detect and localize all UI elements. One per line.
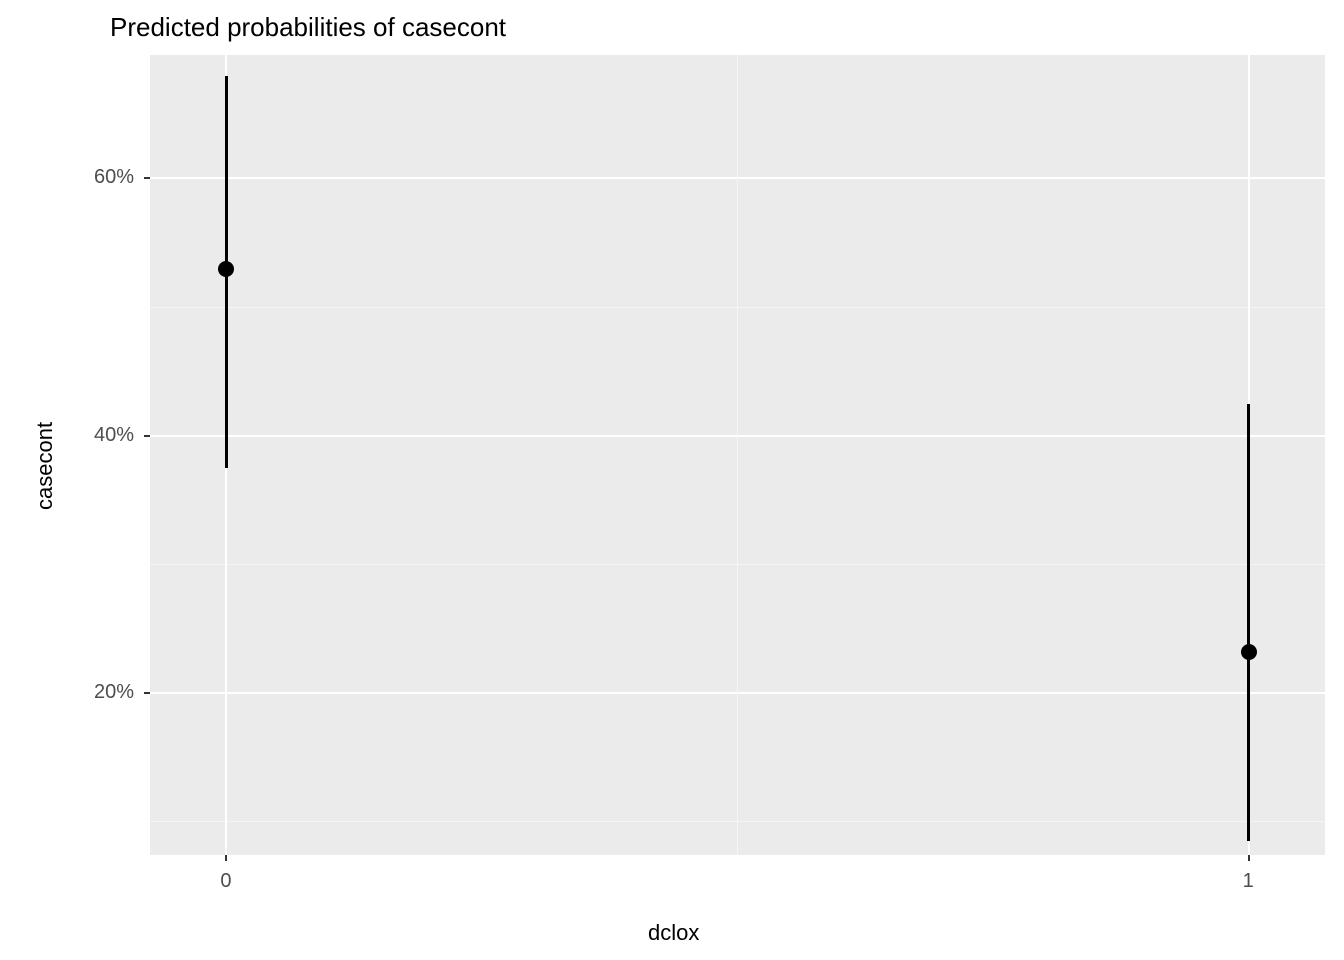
- y-tick-label: 20%: [94, 681, 138, 704]
- x-tick-mark: [1248, 855, 1250, 861]
- error-bar: [1247, 404, 1250, 841]
- chart-container: Predicted probabilities of casecont case…: [0, 0, 1344, 960]
- data-point: [1241, 644, 1257, 660]
- y-tick-mark: [144, 177, 150, 179]
- x-tick-mark: [225, 855, 227, 861]
- y-axis-label: casecont: [32, 422, 58, 510]
- x-tick-label: 0: [220, 870, 231, 893]
- y-tick-label: 60%: [94, 166, 138, 189]
- y-tick-label: 40%: [94, 424, 138, 447]
- x-tick-label: 1: [1243, 870, 1254, 893]
- plot-panel: [150, 55, 1325, 855]
- y-tick-mark: [144, 435, 150, 437]
- y-tick-mark: [144, 692, 150, 694]
- grid-minor-v: [737, 55, 738, 855]
- data-point: [218, 261, 234, 277]
- chart-title: Predicted probabilities of casecont: [110, 12, 506, 43]
- x-axis-label: dclox: [648, 920, 699, 946]
